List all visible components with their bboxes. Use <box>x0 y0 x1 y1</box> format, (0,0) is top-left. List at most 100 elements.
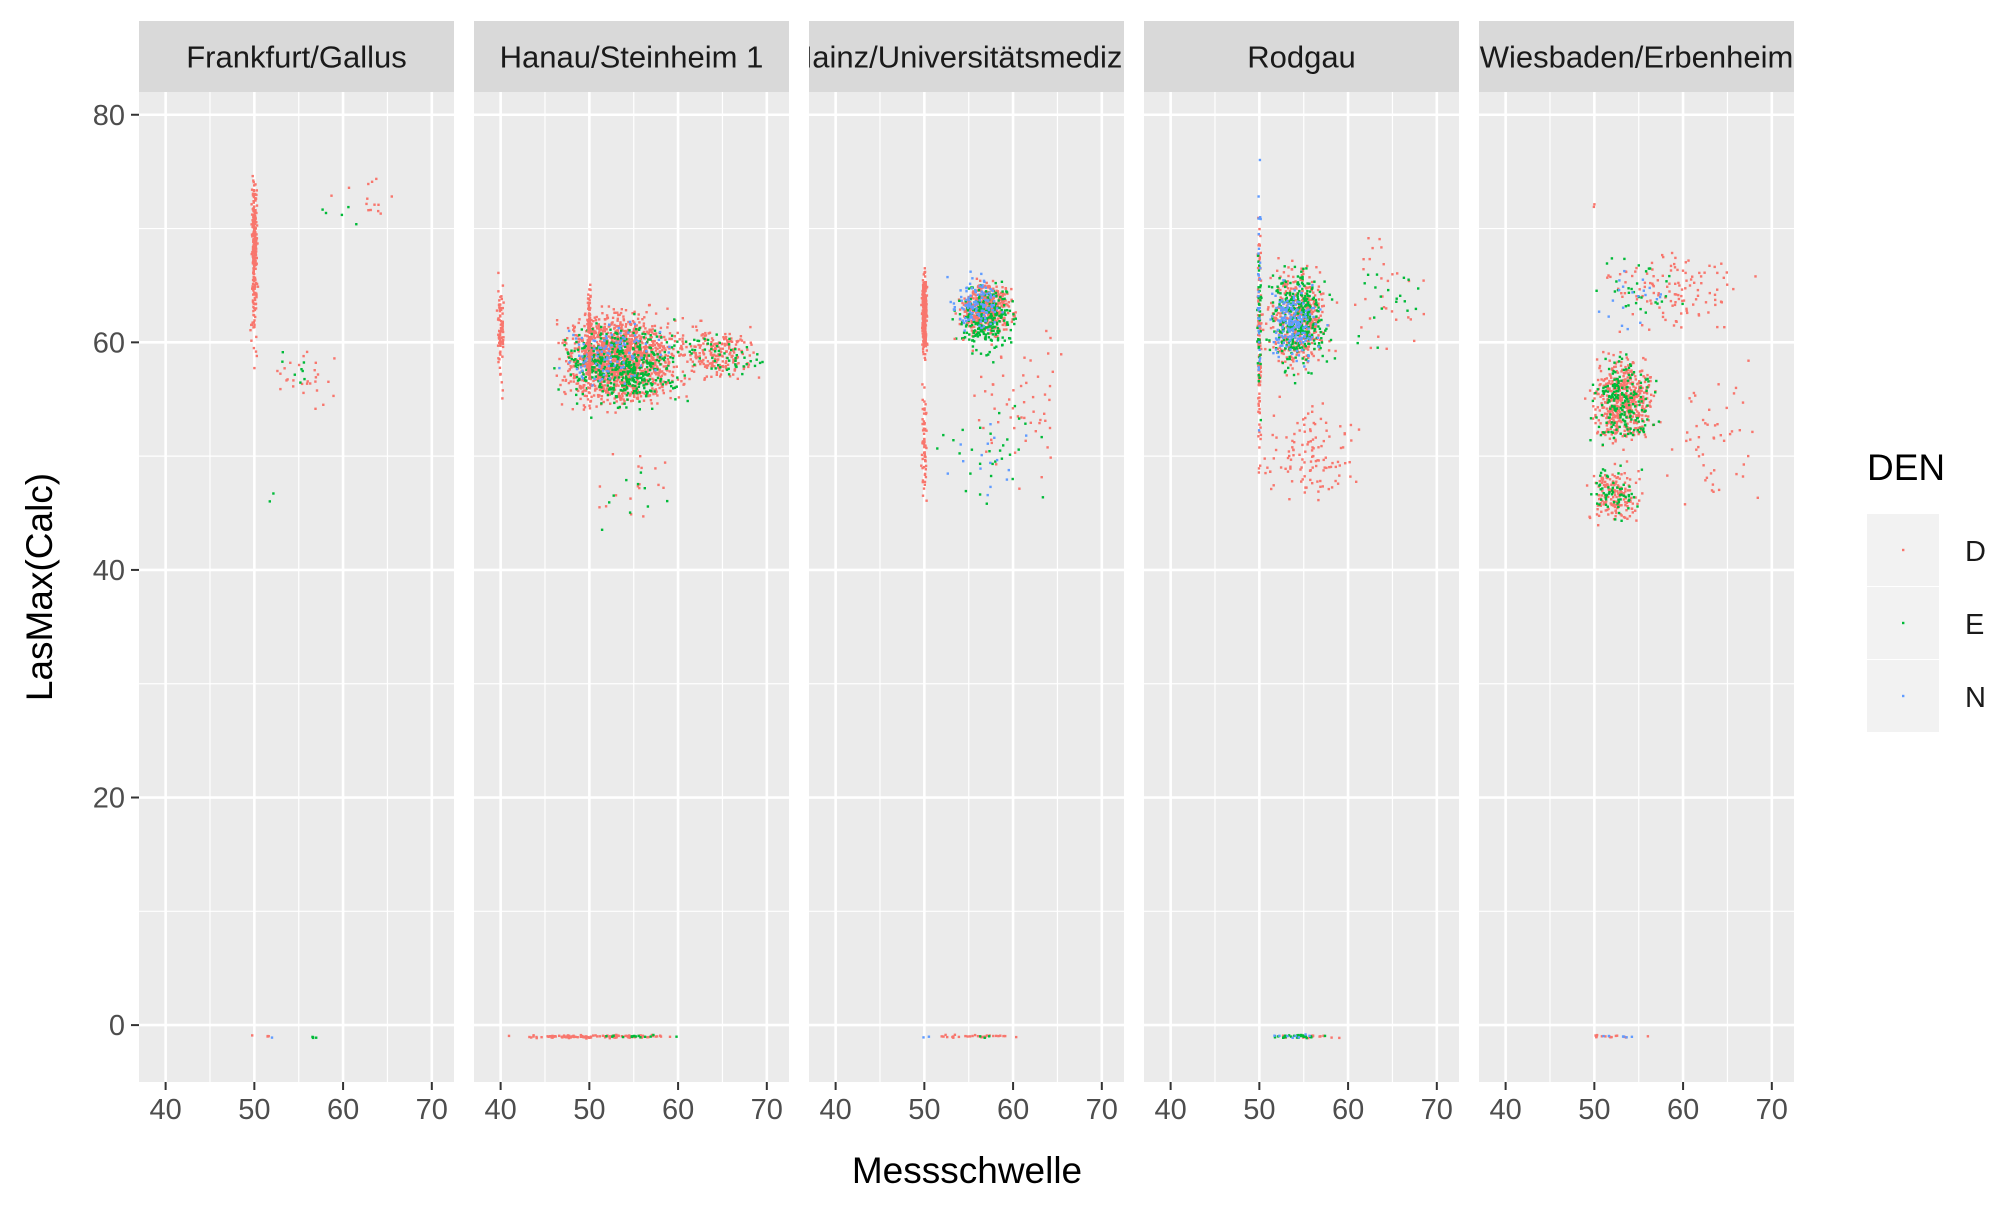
data-point-N <box>993 295 995 297</box>
data-point-D <box>721 343 723 345</box>
data-point-D <box>252 310 254 312</box>
data-point-D <box>565 348 567 350</box>
data-point-D <box>922 351 924 353</box>
data-point-N <box>575 337 577 339</box>
data-point-D <box>978 419 980 421</box>
data-point-N <box>959 289 961 291</box>
data-point-D <box>722 348 724 350</box>
data-point-E <box>613 379 615 381</box>
data-point-E <box>575 394 577 396</box>
data-point-D <box>1259 426 1261 428</box>
data-point-D <box>309 382 311 384</box>
data-point-N <box>984 320 986 322</box>
data-point-D <box>590 344 592 346</box>
data-point-D <box>941 1035 943 1037</box>
data-point-D <box>614 360 616 362</box>
data-point-D <box>652 381 654 383</box>
facet-title: Rodgau <box>1247 40 1356 75</box>
data-point-D <box>662 389 664 391</box>
data-point-E <box>1009 337 1011 339</box>
data-point-D <box>574 1036 576 1038</box>
data-point-E <box>602 390 604 392</box>
data-point-D <box>975 297 977 299</box>
data-point-E <box>645 371 647 373</box>
data-point-D <box>564 393 566 395</box>
data-point-E <box>674 398 676 400</box>
data-point-D <box>1315 266 1317 268</box>
data-point-E <box>590 417 592 419</box>
data-point-N <box>990 294 992 296</box>
data-point-E <box>624 355 626 357</box>
data-point-N <box>980 320 982 322</box>
data-point-D <box>267 1035 269 1037</box>
data-point-E <box>689 343 691 345</box>
data-point-D <box>999 302 1001 304</box>
data-point-D <box>568 382 570 384</box>
data-point-D <box>925 305 927 307</box>
data-point-D <box>954 338 956 340</box>
data-point-D <box>1305 368 1307 370</box>
data-point-E <box>582 393 584 395</box>
data-point-D <box>674 335 676 337</box>
data-point-E <box>609 387 611 389</box>
data-point-D <box>587 382 589 384</box>
data-point-E <box>315 1037 317 1039</box>
data-point-D <box>679 347 681 349</box>
data-point-E <box>990 475 992 477</box>
data-point-D <box>578 318 580 320</box>
data-point-D <box>590 352 592 354</box>
data-point-E <box>728 360 730 362</box>
data-point-E <box>595 371 597 373</box>
data-point-E <box>614 368 616 370</box>
data-point-E <box>670 385 672 387</box>
data-point-D <box>635 362 637 364</box>
data-point-N <box>616 361 618 363</box>
data-point-D <box>252 219 254 221</box>
data-point-D <box>577 382 579 384</box>
data-point-E <box>989 351 991 353</box>
data-point-D <box>626 349 628 351</box>
data-point-D <box>667 322 669 324</box>
x-tick-label: 60 <box>662 1094 694 1126</box>
data-point-E <box>1009 310 1011 312</box>
data-point-N <box>660 354 662 356</box>
data-point-E <box>971 352 973 354</box>
data-point-D <box>676 366 678 368</box>
data-point-D <box>658 371 660 373</box>
data-point-E <box>1012 300 1014 302</box>
data-point-E <box>965 490 967 492</box>
data-point-D <box>923 433 925 435</box>
data-point-D <box>621 324 623 326</box>
data-point-E <box>985 336 987 338</box>
data-point-D <box>925 476 927 478</box>
data-point-E <box>608 375 610 377</box>
data-point-D <box>631 335 633 337</box>
data-point-E <box>637 483 639 485</box>
data-point-D <box>600 398 602 400</box>
data-point-D <box>1004 1035 1006 1037</box>
data-point-D <box>923 286 925 288</box>
data-point-D <box>314 408 316 410</box>
data-point-D <box>574 347 576 349</box>
data-point-D <box>598 506 600 508</box>
data-point-D <box>252 314 254 316</box>
data-point-D <box>925 430 927 432</box>
data-point-D <box>498 358 500 360</box>
data-point-D <box>597 334 599 336</box>
data-point-E <box>756 353 758 355</box>
data-point-N <box>603 339 605 341</box>
data-point-D <box>616 329 618 331</box>
data-point-D <box>1005 287 1007 289</box>
data-point-D <box>283 367 285 369</box>
data-point-D <box>710 376 712 378</box>
data-point-D <box>1260 434 1262 436</box>
data-point-N <box>579 371 581 373</box>
data-point-D <box>501 298 503 300</box>
data-point-D <box>1022 374 1024 376</box>
data-point-N <box>1258 248 1260 250</box>
data-point-D <box>719 348 721 350</box>
data-point-D <box>255 303 257 305</box>
data-point-E <box>968 338 970 340</box>
data-point-E <box>638 383 640 385</box>
